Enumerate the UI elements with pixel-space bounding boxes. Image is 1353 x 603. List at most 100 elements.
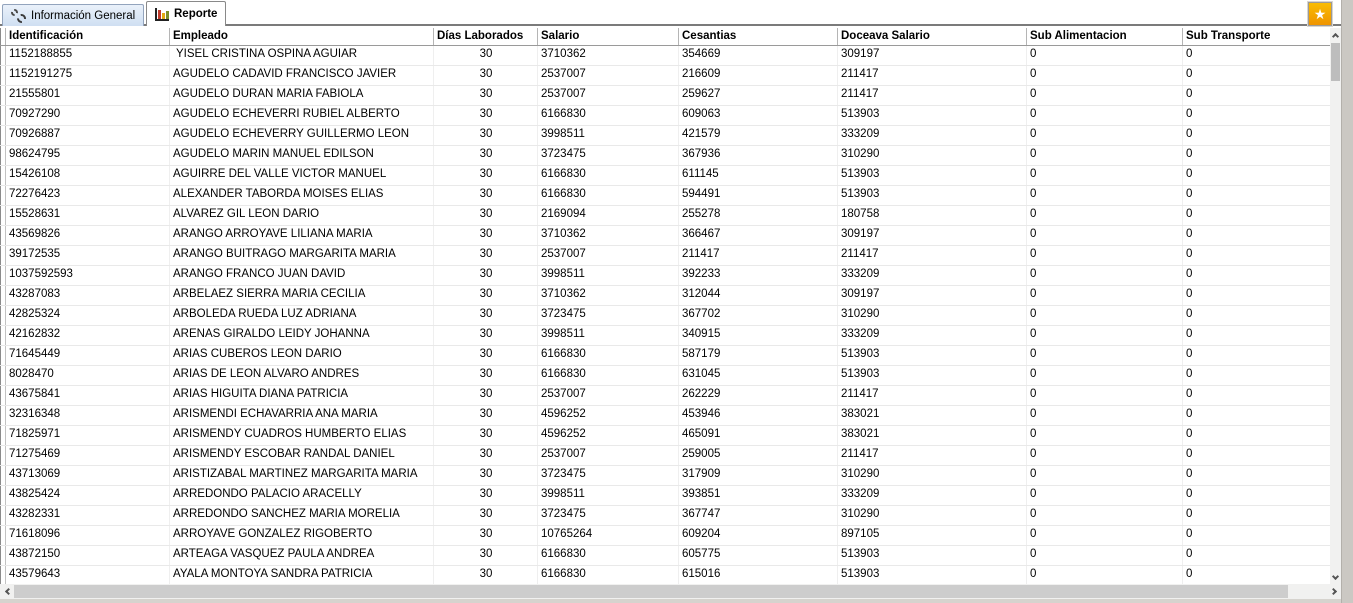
cell-dias-laborados: 30	[434, 166, 538, 185]
table-row[interactable]: 32316348 ARISMENDI ECHAVARRIA ANA MARIA …	[0, 406, 1341, 426]
cell-doceava-salario: 180758	[838, 206, 1027, 225]
cell-dias-laborados: 30	[434, 386, 538, 405]
table-row[interactable]: 71645449 ARIAS CUBEROS LEON DARIO 30 616…	[0, 346, 1341, 366]
star-button[interactable]: ★	[1307, 1, 1333, 27]
table-row[interactable]: 43287083 ARBELAEZ SIERRA MARIA CECILIA 3…	[0, 286, 1341, 306]
cell-cesantias: 312044	[679, 286, 838, 305]
cell-sub-transporte: 0	[1186, 388, 1193, 400]
scroll-right-button[interactable]	[1327, 584, 1341, 599]
cell-empleado: ARTEAGA VASQUEZ PAULA ANDREA	[170, 546, 434, 565]
cell-sub-alimentacion: 0	[1027, 106, 1183, 125]
cell-doceava-salario: 513903	[838, 346, 1027, 365]
cell-dias-laborados: 30	[434, 486, 538, 505]
table-row[interactable]: 72276423 ALEXANDER TABORDA MOISES ELIAS …	[0, 186, 1341, 206]
column-header-salario[interactable]: Salario	[538, 28, 679, 45]
table-row[interactable]: 43872150 ARTEAGA VASQUEZ PAULA ANDREA 30…	[0, 546, 1341, 566]
table-row[interactable]: 43675841 ARIAS HIGUITA DIANA PATRICIA 30…	[0, 386, 1341, 406]
table-row[interactable]: 98624795 AGUDELO MARIN MANUEL EDILSON 30…	[0, 146, 1341, 166]
cell-sub-alimentacion: 0	[1027, 146, 1183, 165]
column-header-doceava-salario[interactable]: Doceava Salario	[838, 28, 1027, 45]
table-row[interactable]: 70926887 AGUDELO ECHEVERRY GUILLERMO LEO…	[0, 126, 1341, 146]
vertical-scrollbar-thumb[interactable]	[1331, 43, 1340, 81]
column-header-cesantias[interactable]: Cesantias	[679, 28, 838, 45]
horizontal-scrollbar-thumb[interactable]	[14, 585, 1288, 598]
horizontal-scrollbar-track[interactable]	[1288, 584, 1327, 599]
table-row[interactable]: 39172535 ARANGO BUITRAGO MARGARITA MARIA…	[0, 246, 1341, 266]
table-row[interactable]: 71275469 ARISMENDY ESCOBAR RANDAL DANIEL…	[0, 446, 1341, 466]
cell-doceava-salario: 333209	[838, 486, 1027, 505]
cell-dias-laborados: 30	[434, 326, 538, 345]
cell-empleado: AGUDELO CADAVID FRANCISCO JAVIER	[170, 66, 434, 85]
cell-dias-laborados: 30	[434, 226, 538, 245]
vertical-scrollbar[interactable]	[1330, 28, 1341, 584]
cell-empleado: AGUDELO ECHEVERRY GUILLERMO LEON	[170, 126, 434, 145]
table-row[interactable]: 42825324 ARBOLEDA RUEDA LUZ ADRIANA 30 3…	[0, 306, 1341, 326]
table-row[interactable]: 42162832 ARENAS GIRALDO LEIDY JOHANNA 30…	[0, 326, 1341, 346]
table-row[interactable]: 43825424 ARREDONDO PALACIO ARACELLY 30 3…	[0, 486, 1341, 506]
table-row[interactable]: 43569826 ARANGO ARROYAVE LILIANA MARIA 3…	[0, 226, 1341, 246]
cell-sub-transporte: 0	[1186, 508, 1193, 520]
table-row[interactable]: 8028470 ARIAS DE LEON ALVARO ANDRES 30 6…	[0, 366, 1341, 386]
tab-informacion-general[interactable]: Información General	[2, 4, 144, 26]
cell-sub-transporte: 0	[1186, 208, 1193, 220]
cell-cesantias: 631045	[679, 366, 838, 385]
cell-dias-laborados: 30	[434, 306, 538, 325]
cell-doceava-salario: 211417	[838, 246, 1027, 265]
cell-salario: 3998511	[538, 266, 679, 285]
table-row[interactable]: 43713069 ARISTIZABAL MARTINEZ MARGARITA …	[0, 466, 1341, 486]
row-header-cell	[0, 286, 6, 305]
cell-identificacion: 43287083	[6, 286, 170, 305]
table-row[interactable]: 15426108 AGUIRRE DEL VALLE VICTOR MANUEL…	[0, 166, 1341, 186]
table-row[interactable]: 15528631 ALVAREZ GIL LEON DARIO 30 21690…	[0, 206, 1341, 226]
column-header-identificacion[interactable]: Identificación	[6, 28, 170, 45]
cell-empleado: ARENAS GIRALDO LEIDY JOHANNA	[170, 326, 434, 345]
column-header-dias-laborados[interactable]: Días Laborados	[434, 28, 538, 45]
cell-sub-transporte: 0	[1186, 328, 1193, 340]
table-row[interactable]: 43579643 AYALA MONTOYA SANDRA PATRICIA 3…	[0, 566, 1341, 584]
cell-dias-laborados: 30	[434, 446, 538, 465]
table-row[interactable]: 1152191275 AGUDELO CADAVID FRANCISCO JAV…	[0, 66, 1341, 86]
table-row[interactable]: 43282331 ARREDONDO SANCHEZ MARIA MORELIA…	[0, 506, 1341, 526]
cell-identificacion: 43872150	[6, 546, 170, 565]
bar-chart-icon	[155, 7, 169, 21]
scroll-up-button[interactable]	[1330, 28, 1341, 42]
cell-cesantias: 317909	[679, 466, 838, 485]
cell-doceava-salario: 310290	[838, 146, 1027, 165]
row-header-cell	[0, 126, 6, 145]
row-header-cell	[0, 306, 6, 325]
cell-salario: 3998511	[538, 486, 679, 505]
column-header-sub-transporte[interactable]: Sub Transporte	[1183, 28, 1331, 45]
table-row[interactable]: 71825971 ARISMENDY CUADROS HUMBERTO ELIA…	[0, 426, 1341, 446]
table-row[interactable]: 1037592593 ARANGO FRANCO JUAN DAVID 30 3…	[0, 266, 1341, 286]
cell-doceava-salario: 211417	[838, 446, 1027, 465]
tab-reporte[interactable]: Reporte	[146, 1, 227, 26]
cell-cesantias: 594491	[679, 186, 838, 205]
column-header-empleado[interactable]: Empleado	[170, 28, 434, 45]
scroll-left-button[interactable]	[0, 584, 14, 599]
cell-cesantias: 340915	[679, 326, 838, 345]
cell-identificacion: 98624795	[6, 146, 170, 165]
cell-sub-alimentacion: 0	[1027, 266, 1183, 285]
cell-sub-alimentacion: 0	[1027, 546, 1183, 565]
chevron-left-icon	[4, 587, 12, 596]
cell-empleado: AGUDELO DURAN MARIA FABIOLA	[170, 86, 434, 105]
table-row[interactable]: 71618096 ARROYAVE GONZALEZ RIGOBERTO 30 …	[0, 526, 1341, 546]
cell-salario: 3998511	[538, 326, 679, 345]
cell-cesantias: 392233	[679, 266, 838, 285]
scroll-down-button[interactable]	[1330, 570, 1341, 584]
cell-sub-alimentacion: 0	[1027, 286, 1183, 305]
cell-sub-alimentacion: 0	[1027, 466, 1183, 485]
cell-empleado: ARBELAEZ SIERRA MARIA CECILIA	[170, 286, 434, 305]
cell-salario: 4596252	[538, 406, 679, 425]
cell-dias-laborados: 30	[434, 566, 538, 584]
table-row[interactable]: 70927290 AGUDELO ECHEVERRI RUBIEL ALBERT…	[0, 106, 1341, 126]
horizontal-scrollbar[interactable]	[0, 584, 1341, 599]
cell-dias-laborados: 30	[434, 246, 538, 265]
column-header-sub-alimentacion[interactable]: Sub Alimentacion	[1027, 28, 1183, 45]
cell-sub-transporte: 0	[1186, 108, 1193, 120]
cell-identificacion: 1152188855	[6, 46, 170, 65]
cell-dias-laborados: 30	[434, 126, 538, 145]
table-row[interactable]: 1152188855 YISEL CRISTINA OSPINA AGUIAR …	[0, 46, 1341, 66]
cell-cesantias: 216609	[679, 66, 838, 85]
table-row[interactable]: 21555801 AGUDELO DURAN MARIA FABIOLA 30 …	[0, 86, 1341, 106]
